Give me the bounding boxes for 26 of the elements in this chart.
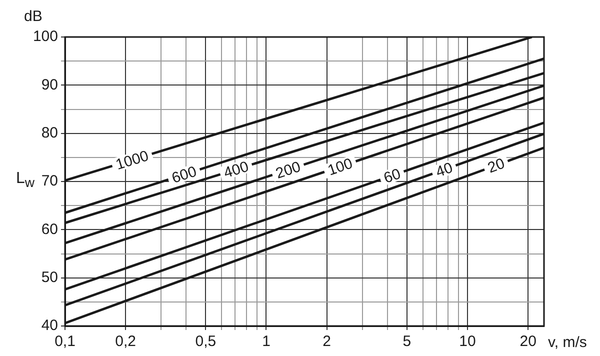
text: 400 xyxy=(222,158,251,182)
x-tick-label: 20 xyxy=(520,333,536,350)
text: 100 xyxy=(326,155,355,180)
y-tick-label: 60 xyxy=(41,220,58,238)
text: 20 xyxy=(486,155,508,177)
y-tick-label: 80 xyxy=(41,124,58,142)
text: 40 xyxy=(434,159,456,181)
y-tick-label: 40 xyxy=(41,317,58,334)
x-tick-label: 0,5 xyxy=(195,333,216,350)
y-axis-title: L$_{w}$ xyxy=(16,170,35,190)
text: 200 xyxy=(274,158,303,182)
x-tick-label: 10 xyxy=(459,333,476,350)
y-tick-label: 100 xyxy=(32,28,58,46)
x-tick-label: 2 xyxy=(322,333,331,350)
text: 600 xyxy=(170,163,199,188)
x-tick-label: 1 xyxy=(262,333,270,350)
text: 1000 xyxy=(114,148,151,174)
text: 60 xyxy=(382,165,403,187)
y-tick-label: 50 xyxy=(41,268,58,286)
x-tick-label: 5 xyxy=(402,333,412,350)
x-tick-label: 0,2 xyxy=(115,333,136,350)
x-axis-title: v, m/s xyxy=(548,334,587,351)
y-tick-label: 70 xyxy=(41,172,58,190)
text: dB xyxy=(24,8,42,25)
x-tick-label: 0,1 xyxy=(54,333,76,350)
y-tick-label: 90 xyxy=(41,76,58,94)
